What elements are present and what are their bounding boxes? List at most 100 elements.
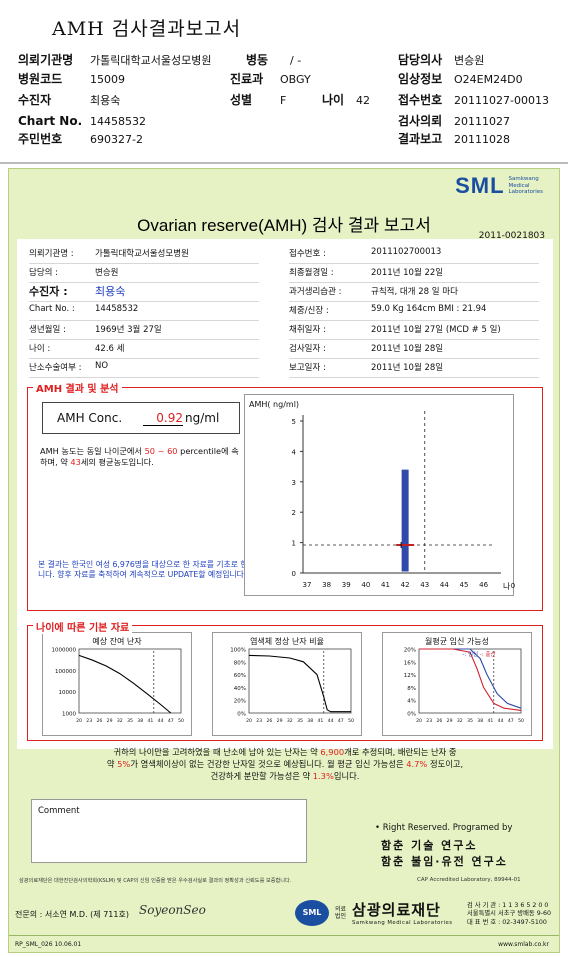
interp-age: 43 <box>70 457 81 467</box>
patient-info-right-row: 보고일자 : 2011년 10월 28일 <box>289 361 539 380</box>
report-card: SML Samkwang Medical Laboratories Ovaria… <box>8 168 560 953</box>
patient-info-left-rule <box>29 282 259 283</box>
pregnancy-chance-y-tick-label: 16% <box>404 660 416 666</box>
remaining-oocytes-y-tick-label: 1000 <box>62 712 76 718</box>
patient-info-right-row: 접수번호 : 2011102700013 <box>289 247 539 266</box>
patient-info-left-label: 담당의 : <box>29 268 59 278</box>
label-department: 진료과 <box>230 72 264 86</box>
patient-info-left-rule <box>29 301 259 302</box>
amh-x-tick-label: 41 <box>381 581 390 589</box>
value-test-request: 20111027 <box>454 115 510 128</box>
pregnancy-chance-series-line-2 <box>419 648 522 711</box>
patient-info-left-value: NO <box>95 361 109 371</box>
amh-y-tick-label: 5 <box>292 418 296 426</box>
pregnancy-chance-legend-entry: -: 임신 <box>462 650 478 658</box>
pregnancy-chance-x-tick-label: 50 <box>518 718 524 724</box>
foundation-text: 삼광의료재단 Samkwang Medical Laboratories <box>352 899 453 926</box>
value-requesting-org: 가톨릭대학교서울성모병원 <box>90 54 212 67</box>
pregnancy-chance-x-tick-label: 47 <box>508 718 514 724</box>
patient-info-right-label: 접수번호 : <box>289 249 326 259</box>
pregnancy-chance-svg: 20% 16% 12% 8% 4% 0%20 23 26 29 32 35 38 41 44 47 50 -: … <box>404 648 524 725</box>
normal-chromosome-x-tick-label: 32 <box>287 718 293 724</box>
patient-info-right-label: 채취일자 : <box>289 325 326 335</box>
cap-accreditation: CAP Accredited Laboratory, 89944-01 <box>417 877 521 883</box>
sml-logo-line-2: Medical <box>508 182 530 189</box>
sml-logo: SML Samkwang Medical Laboratories <box>455 173 543 199</box>
lab-name-fertility: 함춘 불임·유전 연구소 <box>381 855 508 868</box>
pregnancy-chance-chart: 월평균 임신 가능성 20% 16% 12% 8% 4% 0% 20 23 26 29 32 35 38… <box>382 632 532 736</box>
patient-info-left-label: 난소수술여부 : <box>29 363 82 373</box>
patient-info-right-rule <box>289 263 539 264</box>
value-doctor: 변승원 <box>454 54 485 67</box>
foundation-prefix-1: 의료 <box>335 905 347 913</box>
pregnancy-chance-legend: -: 임신 -: 출산 <box>462 650 495 658</box>
normal-chromosome-x-tick-label: 35 <box>297 718 303 724</box>
label-sex: 성별 <box>230 93 253 107</box>
patient-info-right-rule <box>289 339 539 340</box>
comment-box: Comment <box>31 799 307 863</box>
normal-chromosome-x-tick-label: 47 <box>338 718 344 724</box>
summary-delivery-pct: 1.3% <box>312 771 334 781</box>
value-hospital-code: 15009 <box>90 73 125 86</box>
remaining-oocytes-x-tick-label: 26 <box>96 718 102 724</box>
remaining-oocytes-x-tick-label: 23 <box>86 718 92 724</box>
patient-info-left-row: 나이 : 42.6 세 <box>29 342 259 361</box>
label-clinical-info: 임상정보 <box>398 72 443 86</box>
amh-x-tick-label: 37 <box>303 581 312 589</box>
summary-6: 건강하게 분만할 가능성은 약 <box>210 771 311 781</box>
normal-chromosome-chart: 염색체 정상 난자 비율 100% 80% 60% 40% 20% 0% 20 23 26 29 3… <box>212 632 362 736</box>
summary-5: 정도이고, <box>429 759 464 769</box>
normal-chromosome-x-tick-label: 29 <box>277 718 283 724</box>
patient-info-right-value: 2011년 10월 27일 (MCD # 5 일) <box>371 325 501 335</box>
normal-chromosome-x-tick-label: 20 <box>246 718 252 724</box>
value-age: 42 <box>356 94 370 107</box>
remaining-oocytes-x-tick-label: 32 <box>117 718 123 724</box>
label-test-request: 검사의뢰 <box>398 114 443 128</box>
foundation-prefix: 의료 법인 <box>335 906 346 920</box>
normal-chromosome-y-tick-label: 0% <box>237 712 246 718</box>
value-result-report: 20111028 <box>454 133 510 146</box>
foundation-name: 삼광의료재단 <box>352 901 441 919</box>
amh-analysis-section: AMH Conc. 0.92 ng/ml AMH 농도는 동일 나이군에서 50… <box>27 387 543 611</box>
patient-info-right-row: 체중/신장 : 59.0 Kg 164cm BMI : 21.94 <box>289 304 539 323</box>
pregnancy-chance-y-tick-label: 4% <box>407 699 416 705</box>
value-clinical-info: O24EM24D0 <box>454 73 523 86</box>
website-link[interactable]: www.smlab.co.kr <box>498 941 549 948</box>
normal-chromosome-x-tick-label: 26 <box>266 718 272 724</box>
report-doc-number: 2011-0021803 <box>478 231 545 241</box>
patient-info-right-label: 최종월경일 : <box>289 268 334 278</box>
comment-label: Comment <box>38 806 80 816</box>
value-patient: 최용숙 <box>90 94 121 107</box>
patient-info-right-rule <box>289 320 539 321</box>
foundation-name-eng: Samkwang Medical Laboratories <box>352 920 453 926</box>
specialist-name: 전문의 : 서소연 M.D. (제 711호) <box>15 910 129 919</box>
label-hospital-code: 병원코드 <box>18 72 63 86</box>
summary-3: 약 <box>106 759 115 769</box>
patient-info-right-value: 2011년 10월 28일 <box>371 363 444 373</box>
patient-info-right-label: 과거생리습관 : <box>289 287 342 297</box>
normal-chromosome-y-tick-label: 100% <box>230 648 246 654</box>
foundation-logo: SML 의료 법인 삼광의료재단 Samkwang Medical Labora… <box>295 899 453 926</box>
pregnancy-chance-x-tick-label: 35 <box>467 718 473 724</box>
remaining-oocytes-x-tick-label: 44 <box>158 718 164 724</box>
pregnancy-chance-x-tick-label: 32 <box>457 718 463 724</box>
patient-info-left-row: 의뢰기관명 : 가톨릭대학교서울성모병원 <box>29 247 259 266</box>
normal-chromosome-x-tick-label: 50 <box>348 718 354 724</box>
remaining-oocytes-y-tick-label: 1000000 <box>52 648 77 654</box>
patient-info-left-rule <box>29 263 259 264</box>
address-line-3: 대 표 번 호 : 02-3497-5100 <box>467 918 547 926</box>
sml-logo-line-1: Samkwang <box>508 176 539 183</box>
patient-info-right-value: 59.0 Kg 164cm BMI : 21.94 <box>371 304 487 314</box>
interp-text-1: AMH 농도는 동일 나이군에서 <box>40 446 142 456</box>
amh-x-tick-label: 38 <box>322 581 331 589</box>
remaining-oocytes-x-tick-label: 41 <box>147 718 153 724</box>
amh-conc-label: AMH Conc. <box>57 411 123 425</box>
patient-info-right-rule <box>289 377 539 378</box>
remaining-oocytes-x-tick-label: 29 <box>107 718 113 724</box>
amh-interpretation: AMH 농도는 동일 나이군에서 50 ~ 60 percentile에 속하며… <box>40 446 240 468</box>
amh-x-tick-label: 45 <box>460 581 469 589</box>
patient-info-right-label: 체중/신장 : <box>289 306 329 316</box>
patient-info-left-label: 의뢰기관명 : <box>29 249 74 259</box>
